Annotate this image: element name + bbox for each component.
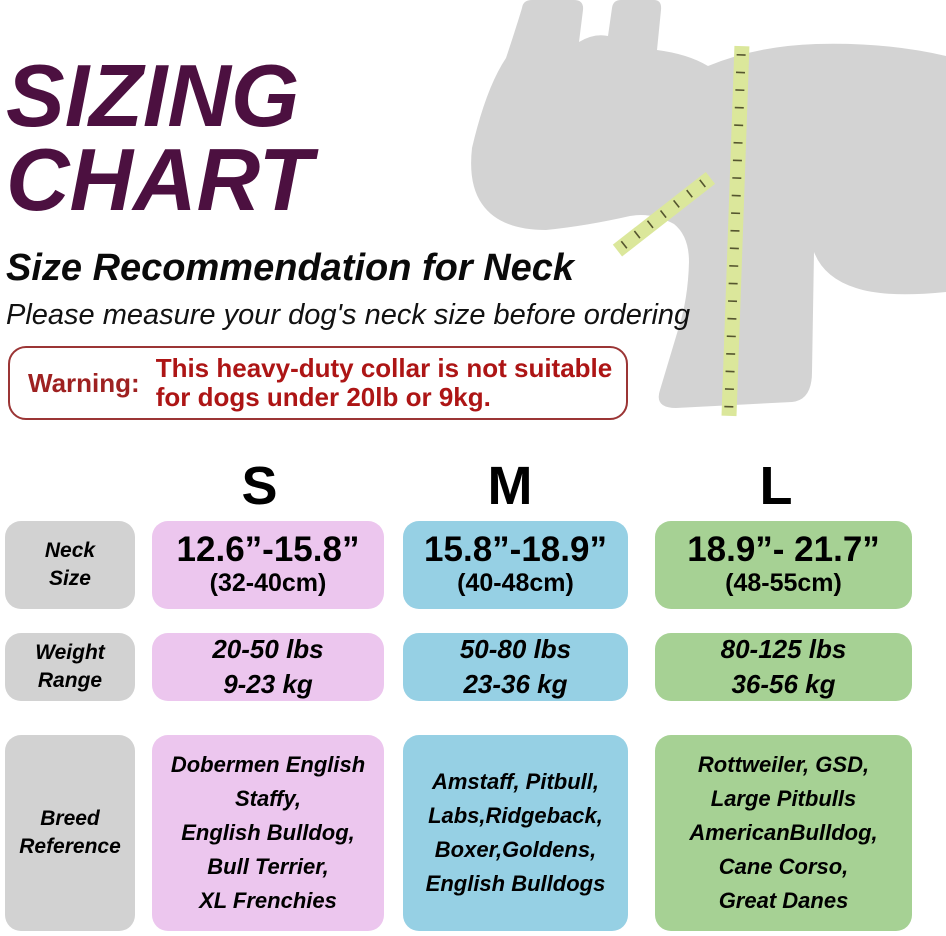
- row-label-neck-size: Neck Size: [5, 521, 135, 609]
- warning-text: This heavy-duty collar is not suitable f…: [155, 352, 613, 412]
- weight-text-s: 20-50 lbs 9-23 kg: [212, 633, 324, 699]
- column-header-m: M: [487, 456, 533, 516]
- cell-neck-l: 18.9”- 21.7” (48-55cm): [655, 521, 912, 609]
- row-label-weight-range: Weight Range: [5, 633, 135, 701]
- breed-text-l: Rottweiler, GSD, Large Pitbulls American…: [689, 751, 878, 914]
- cell-weight-s: 20-50 lbs 9-23 kg: [152, 633, 384, 701]
- cell-neck-m: 15.8”-18.9” (40-48cm): [403, 521, 628, 609]
- measuring-tape-icon: [612, 45, 750, 417]
- column-header-s: S: [241, 456, 278, 516]
- size-table: S M L Neck Size 12.6”-15.8” (32-40cm) 15…: [0, 455, 916, 936]
- cell-breeds-l: Rottweiler, GSD, Large Pitbulls American…: [655, 735, 912, 931]
- cell-breeds-s: Dobermen English Staffy, English Bulldog…: [152, 735, 384, 931]
- neck-cm-s: (32-40cm): [209, 569, 327, 598]
- column-header-l: L: [759, 456, 793, 516]
- breed-text-s: Dobermen English Staffy, English Bulldog…: [170, 751, 366, 914]
- warning-label: Warning:: [28, 367, 140, 398]
- cell-weight-m: 50-80 lbs 23-36 kg: [403, 633, 628, 701]
- row-label-breed-reference: Breed Reference: [5, 735, 135, 931]
- weight-text-m: 50-80 lbs 23-36 kg: [459, 633, 572, 699]
- cell-neck-s: 12.6”-15.8” (32-40cm): [152, 521, 384, 609]
- breed-text-m: Amstaff, Pitbull, Labs,Ridgeback, Boxer,…: [425, 768, 606, 897]
- cell-breeds-m: Amstaff, Pitbull, Labs,Ridgeback, Boxer,…: [403, 735, 628, 931]
- subtitle: Size Recommendation for Neck: [6, 247, 575, 289]
- weight-text-l: 80-125 lbs 36-56 kg: [720, 633, 847, 699]
- neck-cm-l: (48-55cm): [725, 569, 842, 598]
- neck-inches-m: 15.8”-18.9”: [424, 529, 607, 569]
- neck-cm-m: (40-48cm): [457, 569, 574, 598]
- cell-weight-l: 80-125 lbs 36-56 kg: [655, 633, 912, 701]
- neck-inches-s: 12.6”-15.8”: [176, 529, 360, 569]
- dog-silhouette-icon: [471, 0, 946, 417]
- page-title: SIZING CHART: [6, 46, 313, 229]
- measure-note: Please measure your dog's neck size befo…: [6, 299, 691, 331]
- warning-box: Warning: This heavy-duty collar is not s…: [8, 346, 628, 420]
- neck-inches-l: 18.9”- 21.7”: [687, 529, 880, 569]
- dog-graphic: [426, 0, 946, 430]
